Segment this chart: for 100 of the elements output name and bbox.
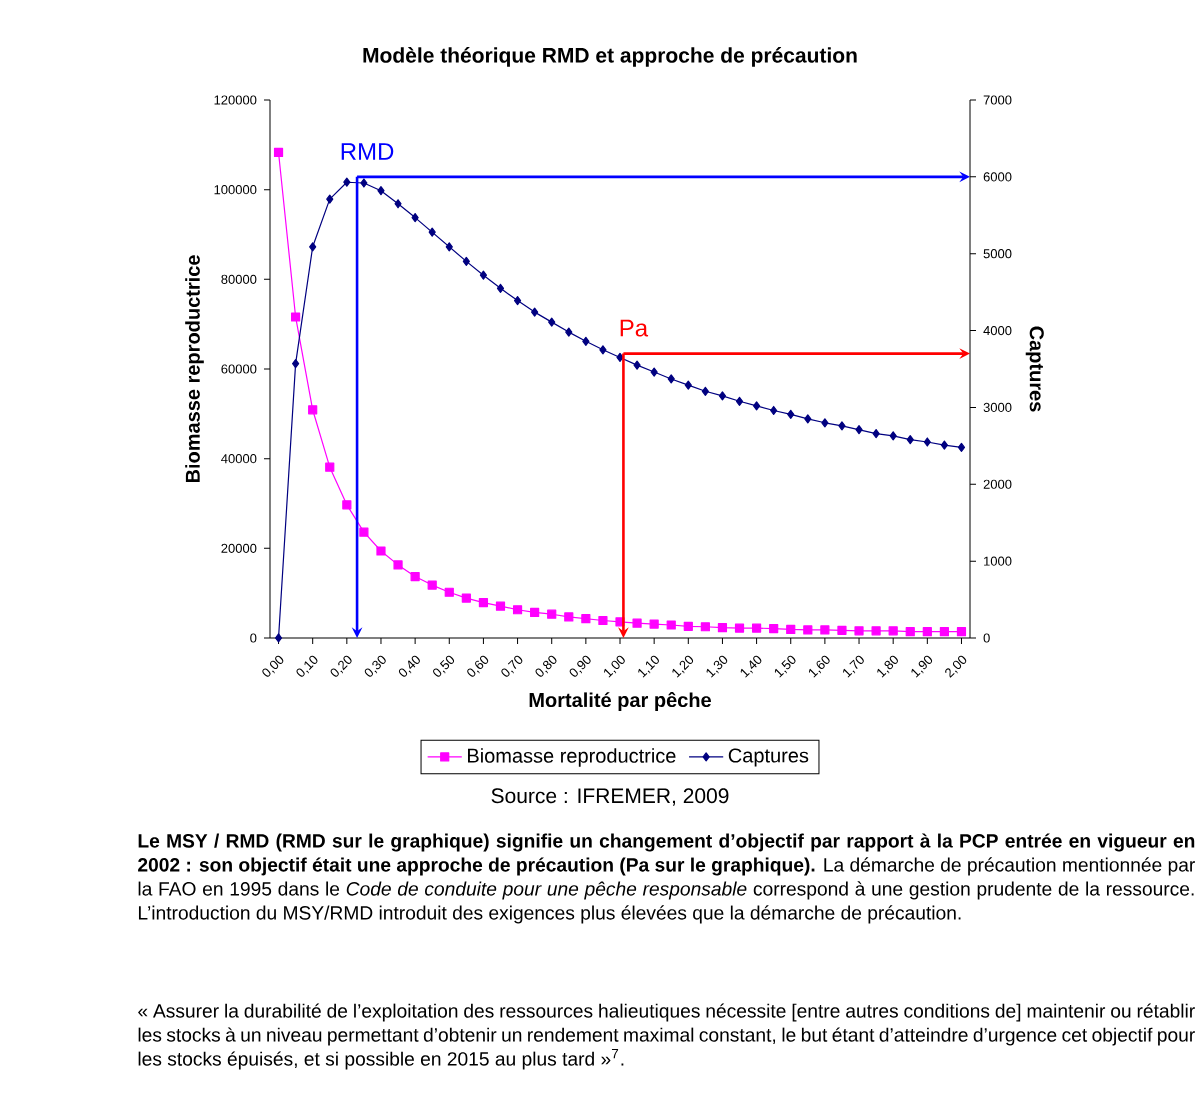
chart-title: Modèle théorique RMD et approche de précaution (363, 47, 857, 67)
point (735, 396, 744, 406)
y-tick-label: 100000 (214, 185, 257, 195)
point (803, 625, 813, 635)
x-tick-label: 0,00 (262, 655, 284, 677)
x-tick-label: 0,30 (364, 655, 386, 677)
legend-label: Captures (728, 748, 809, 767)
point (923, 437, 931, 447)
point (291, 312, 301, 322)
point (787, 409, 795, 419)
y-tick-label: 20000 (221, 543, 257, 553)
point (309, 242, 317, 252)
y2-tick-label: 4000 (983, 325, 1012, 336)
point (751, 623, 762, 633)
point (871, 626, 881, 636)
point (650, 367, 658, 377)
point (342, 500, 352, 510)
point (530, 607, 540, 618)
y-tick-label: 80000 (221, 274, 257, 284)
point (496, 283, 505, 293)
point (547, 609, 557, 619)
x-tick-label: 0,10 (296, 655, 318, 677)
point (905, 627, 915, 637)
y-tick-label: 60000 (221, 364, 257, 374)
point (701, 386, 709, 396)
point (359, 527, 369, 537)
point (548, 317, 556, 327)
y-axis-title: Biomasse reproductrice (185, 255, 204, 483)
point (786, 624, 796, 635)
point (462, 256, 470, 266)
point (940, 440, 948, 450)
point (428, 227, 436, 237)
point (718, 391, 727, 401)
point (478, 597, 489, 608)
point (889, 431, 897, 441)
point (872, 428, 880, 439)
point (837, 625, 847, 635)
point (700, 622, 710, 632)
ref-line-label: RMD (341, 143, 394, 160)
x-tick-label: 0,90 (569, 655, 591, 677)
point (956, 627, 967, 637)
x-tick-label: 0,80 (535, 655, 557, 677)
point (343, 177, 351, 187)
point (888, 626, 898, 636)
point (957, 442, 966, 452)
y2-tick-label: 3000 (983, 402, 1012, 413)
source-note: Source : IFREMER, 2009 (491, 788, 729, 806)
x-axis-title: Mortalité par pêche (529, 691, 711, 712)
x-tick-label: 0,40 (398, 655, 420, 677)
point (599, 345, 607, 355)
point (410, 571, 420, 582)
point (427, 580, 437, 590)
point (769, 623, 779, 634)
point (770, 405, 778, 416)
ref-line-label: Pa (620, 319, 649, 337)
point (939, 627, 949, 637)
point (633, 360, 641, 370)
point (445, 242, 453, 252)
point (479, 270, 488, 280)
point (564, 612, 574, 622)
x-tick-label: 0,60 (467, 655, 489, 677)
point (393, 560, 403, 570)
point (513, 295, 522, 306)
point (325, 462, 335, 472)
y-tick-label: 120000 (214, 95, 257, 105)
point (394, 199, 402, 209)
point (666, 620, 676, 630)
point (821, 418, 829, 428)
point (531, 307, 539, 317)
point (581, 614, 591, 624)
y2-tick-label: 7000 (983, 95, 1012, 105)
point (683, 621, 693, 631)
point (598, 615, 608, 626)
point (922, 627, 932, 637)
point (444, 587, 454, 597)
y-tick-label: 40000 (221, 454, 257, 464)
x-tick-label: 0,70 (501, 655, 523, 677)
y2-tick-label: 0 (983, 633, 990, 643)
y2-tick-label: 6000 (983, 172, 1012, 182)
point (376, 546, 386, 556)
point (820, 625, 830, 635)
point (684, 380, 692, 390)
y2-tick-label: 5000 (983, 249, 1012, 259)
point (632, 618, 642, 628)
point (565, 327, 573, 337)
y-tick-label: 0 (250, 633, 257, 643)
point (360, 178, 368, 188)
point (292, 359, 300, 369)
point (667, 374, 675, 384)
point (274, 633, 283, 643)
x-tick-label: 0,20 (330, 655, 352, 677)
legend-label: Biomasse reproductrice (468, 748, 676, 767)
point (495, 601, 506, 611)
x-tick-label: 0,50 (433, 655, 455, 677)
point (649, 619, 659, 629)
point (308, 405, 318, 415)
point (734, 623, 745, 633)
text: Le MSY / RMD (RMD sur le graphique) signifie un changement d’objectif par rapport à la PCP entrée en vigueur en 2002 : son objectif était une approche de précaution (Pa sur le graphique). La démarche de précaution mentionnée par la FAO en 1995 dans le Code de conduite pour une pêche responsable correspond à une gestion prudente de la ressource. L’introduction du MSY/RMD introduit des exigences plus élevées que la démarche de précaution. (138, 833, 1195, 924)
point (411, 212, 419, 223)
y2-axis-title: Captures (1025, 326, 1044, 412)
